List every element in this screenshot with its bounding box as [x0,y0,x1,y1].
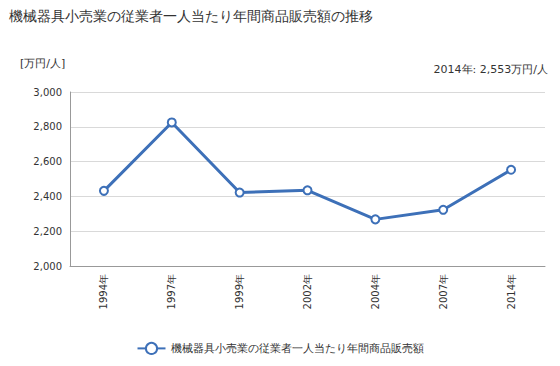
svg-text:2,800: 2,800 [33,121,62,132]
svg-text:2004年: 2004年 [370,274,381,309]
svg-text:2,200: 2,200 [33,226,62,237]
svg-text:2002年: 2002年 [302,274,313,309]
svg-text:2,000: 2,000 [33,261,62,272]
svg-text:1997年: 1997年 [166,274,177,309]
svg-text:2,400: 2,400 [33,191,62,202]
svg-text:機械器具小売業の従業者一人当たり年間商品販売額の推移: 機械器具小売業の従業者一人当たり年間商品販売額の推移 [9,8,373,24]
svg-text:2014年: 2014年 [506,274,517,309]
svg-text:1994年: 1994年 [98,274,109,309]
svg-text:1999年: 1999年 [234,274,245,309]
svg-text:[万円/人]: [万円/人] [20,57,65,70]
svg-text:2014年: 2,553万円/人: 2014年: 2,553万円/人 [434,63,548,76]
svg-text:3,000: 3,000 [33,87,62,98]
svg-text:2,600: 2,600 [33,156,62,167]
svg-text:2007年: 2007年 [438,274,449,309]
svg-text:機械器具小売業の従業者一人当たり年間商品販売額: 機械器具小売業の従業者一人当たり年間商品販売額 [171,342,424,355]
